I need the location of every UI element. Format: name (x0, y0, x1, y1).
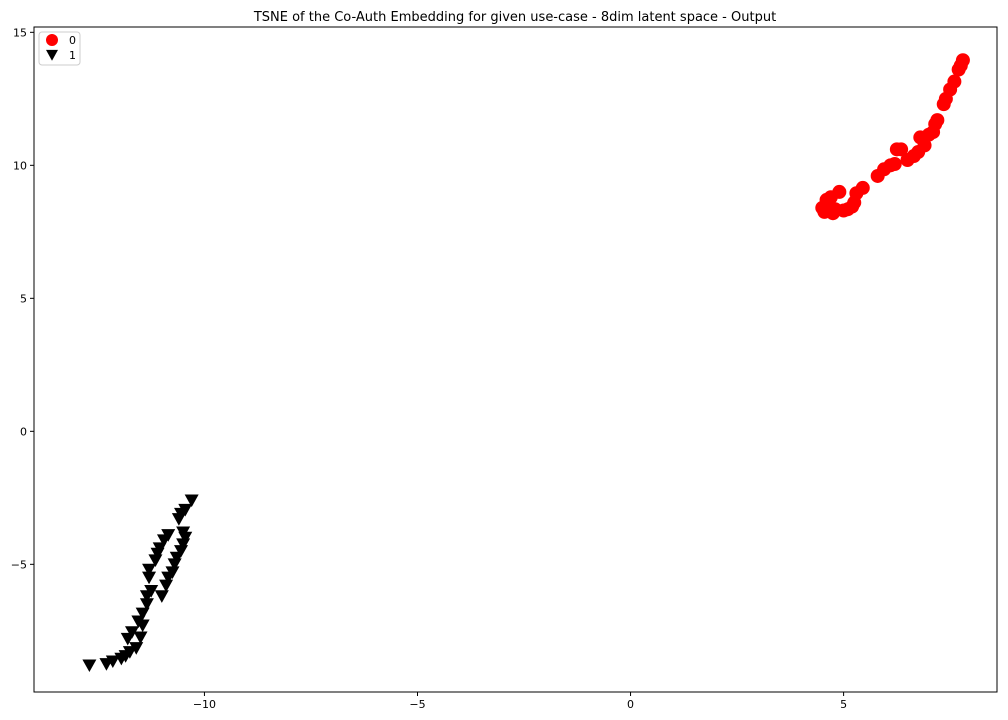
legend-marker-series-0 (46, 34, 58, 46)
legend: 01 (39, 32, 80, 65)
legend-label: 1 (69, 49, 76, 62)
series-0-point (947, 75, 961, 89)
x-tick-label: −10 (193, 698, 216, 711)
series-0-point (956, 53, 970, 67)
y-tick-label: 15 (13, 26, 27, 39)
y-tick-label: 0 (20, 425, 27, 438)
chart-title: TSNE of the Co-Auth Embedding for given … (253, 10, 776, 25)
x-tick-label: 0 (627, 698, 634, 711)
legend-label: 0 (69, 34, 76, 47)
series-0-point (856, 181, 870, 195)
y-tick-label: −5 (11, 558, 27, 571)
series-0-point (888, 157, 902, 171)
x-tick-label: −5 (409, 698, 425, 711)
series-0-point (832, 185, 846, 199)
y-tick-label: 5 (20, 292, 27, 305)
y-tick-label: 10 (13, 159, 27, 172)
series-0-point (930, 113, 944, 127)
x-tick-label: 5 (840, 698, 847, 711)
